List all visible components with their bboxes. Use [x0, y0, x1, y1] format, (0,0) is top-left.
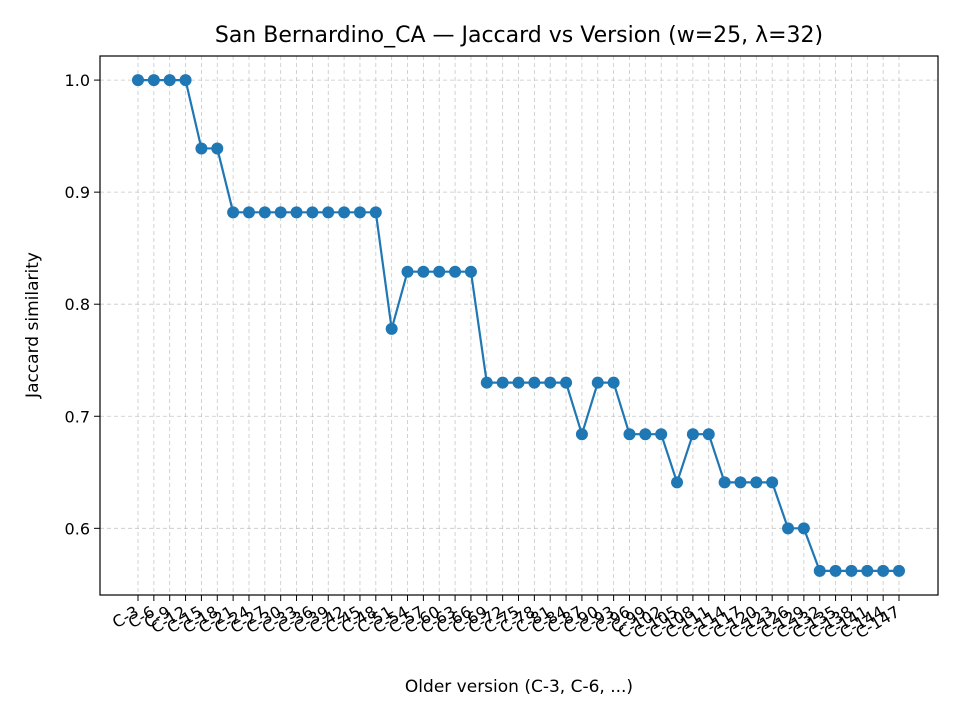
data-point: [464, 265, 477, 278]
data-point: [782, 522, 795, 535]
data-point: [163, 74, 176, 87]
x-axis-label: Older version (C-3, C-6, ...): [405, 677, 633, 697]
data-point: [893, 564, 905, 577]
data-point: [449, 265, 462, 278]
data-point: [211, 142, 224, 155]
y-axis-label: Jaccard similarity: [23, 252, 43, 399]
data-point: [813, 564, 826, 577]
data-point: [290, 206, 303, 219]
data-point: [718, 476, 731, 489]
data-point: [338, 206, 351, 219]
data-point: [766, 476, 779, 489]
data-point: [575, 428, 588, 441]
data-point: [528, 376, 541, 389]
data-point: [623, 428, 636, 441]
data-point: [385, 322, 398, 335]
data-point: [274, 206, 287, 219]
grid-layer: [100, 56, 938, 595]
x-axis: C-3C-6C-9C-12C-15C-18C-21C-24C-27C-30C-3…: [109, 595, 903, 642]
data-point: [797, 522, 810, 535]
data-point: [242, 206, 255, 219]
data-point: [306, 206, 319, 219]
plot-area-frame: [99, 55, 939, 596]
data-point: [544, 376, 557, 389]
data-point: [702, 428, 715, 441]
y-tick-label: 0.8: [65, 295, 90, 314]
y-axis: 0.6 0.7 0.8 0.9 1.0: [65, 71, 100, 538]
data-point: [496, 376, 509, 389]
data-point: [591, 376, 604, 389]
data-point: [195, 142, 208, 155]
data-point: [369, 206, 382, 219]
data-point: [560, 376, 573, 389]
data-point: [147, 74, 160, 87]
series-jaccard: [132, 74, 905, 577]
data-point: [607, 376, 620, 389]
data-point: [671, 476, 684, 489]
data-point: [227, 206, 240, 219]
data-point: [877, 564, 890, 577]
data-point: [417, 265, 430, 278]
data-point: [322, 206, 335, 219]
data-point: [639, 428, 652, 441]
data-point: [845, 564, 858, 577]
y-tick-label: 0.9: [65, 183, 90, 202]
y-tick-label: 0.6: [65, 519, 90, 538]
data-point: [480, 376, 493, 389]
data-point: [861, 564, 874, 577]
data-point: [258, 206, 271, 219]
y-tick-label: 1.0: [65, 71, 90, 90]
data-point: [179, 74, 192, 87]
data-point: [433, 265, 446, 278]
data-point: [734, 476, 747, 489]
data-point: [401, 265, 414, 278]
data-point: [132, 74, 144, 87]
chart-title: San Bernardino_CA — Jaccard vs Version (…: [215, 23, 823, 48]
data-point: [686, 428, 699, 441]
data-point: [829, 564, 842, 577]
data-point: [750, 476, 763, 489]
data-point: [655, 428, 668, 441]
data-point: [512, 376, 525, 389]
data-point: [353, 206, 366, 219]
y-tick-label: 0.7: [65, 407, 90, 426]
